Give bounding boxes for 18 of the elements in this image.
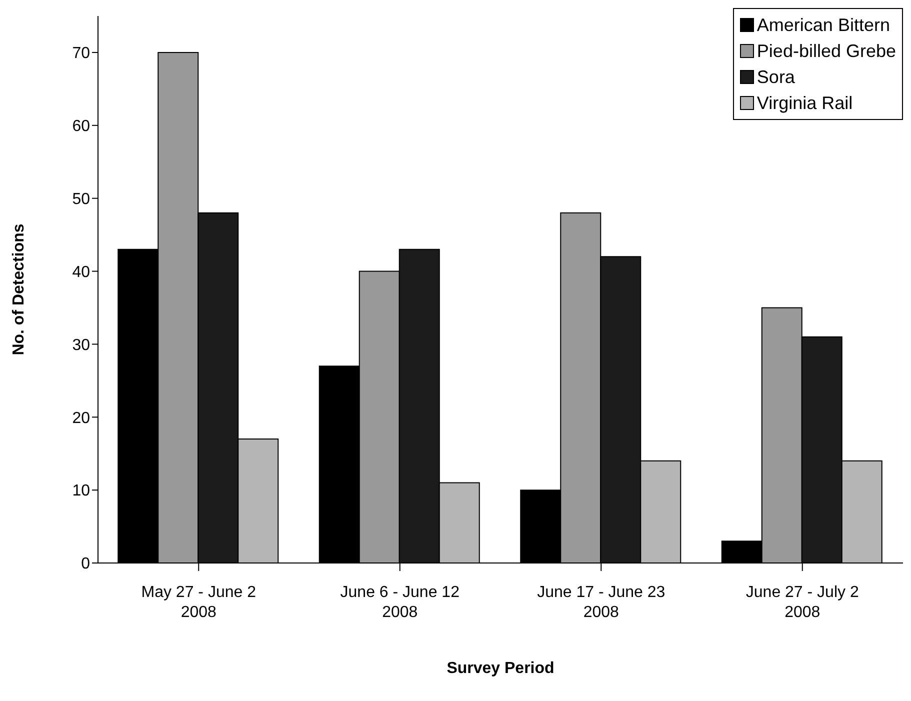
x-tick-label: June 27 - July 2 2008 xyxy=(746,584,859,621)
y-tick-label: 60 xyxy=(72,118,90,136)
y-axis-title: No. of Detections xyxy=(10,224,28,356)
legend-label: Pied-billed Grebe xyxy=(756,40,896,63)
legend-label: Sora xyxy=(756,66,795,89)
y-tick-label: 70 xyxy=(72,45,90,62)
x-axis-title: Survey Period xyxy=(446,660,554,677)
y-tick-label: 20 xyxy=(72,410,90,427)
y-tick-label: 10 xyxy=(72,482,90,500)
x-tick-label: June 6 - June 12 2008 xyxy=(340,584,460,621)
y-tick-label: 40 xyxy=(72,264,90,281)
x-tick-label: May 27 - June 2 2008 xyxy=(141,584,256,621)
y-tick-label: 0 xyxy=(81,556,90,573)
legend-label: American Bittern xyxy=(756,14,890,37)
y-tick-label: 50 xyxy=(72,191,90,208)
x-tick-label: June 17 - June 23 2008 xyxy=(537,584,666,621)
y-tick-label: 30 xyxy=(72,336,90,354)
legend-label: Virginia Rail xyxy=(756,92,853,115)
